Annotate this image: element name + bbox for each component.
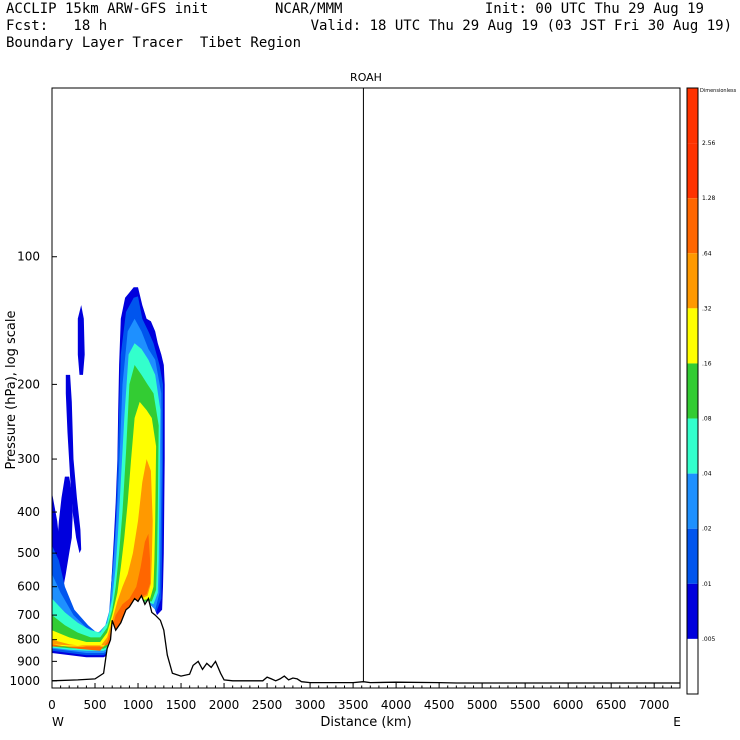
y-tick-label-100: 100 [17,250,40,264]
colorbar-top-swatch [687,88,698,144]
colorbar-swatch-9 [687,638,698,694]
x-tick-label-5000: 5000 [467,698,498,712]
colorbar-title: Dimensionless [700,88,737,94]
tracer-contour-2 [65,374,82,554]
colorbar-frame [686,87,699,695]
terrain-fill [52,595,680,688]
x-tick-label-4500: 4500 [424,698,455,712]
colorbar-label-9: .005 [702,636,716,643]
tracer-field [52,287,165,658]
tracer-contour-1 [77,305,85,375]
y-tick-label-200: 200 [17,377,40,391]
x-tick-label-1000: 1000 [123,698,154,712]
colorbar-label-5: .08 [702,416,712,423]
y-tick-label-1000: 1000 [9,674,40,688]
x-tick-label-6500: 6500 [596,698,627,712]
x-tick-label-7000: 7000 [639,698,670,712]
colorbar-label-4: .16 [702,360,712,367]
x-tick-label-2500: 2500 [252,698,283,712]
x-tick-label-5500: 5500 [510,698,541,712]
x-end-label-east: E [673,715,681,729]
colorbar-label-8: .01 [702,581,712,588]
colorbar-swatch-3 [687,308,698,364]
y-tick-label-300: 300 [17,452,40,466]
y-axis: 100 200 300 400 500 600 700 800 900 1000 [9,250,57,688]
header-line1-center: NCAR/MMM [275,1,343,17]
colorbar-swatch-4 [687,363,698,419]
colorbar-swatch-0 [687,143,698,199]
header-line2-right: Valid: 18 UTC Thu 29 Aug 19 (03 JST Fri … [310,18,732,34]
x-tick-label-3000: 3000 [295,698,326,712]
x-tick-label-500: 500 [84,698,107,712]
terrain [52,594,680,688]
tracer-contour-9 [52,459,153,647]
x-tick-label-0: 0 [48,698,56,712]
y-tick-label-900: 900 [17,654,40,668]
colorbar-swatch-6 [687,473,698,529]
header-line2-left: Fcst: 18 h [6,18,108,34]
x-tick-label-2000: 2000 [209,698,240,712]
x-tick-label-4000: 4000 [381,698,412,712]
y-tick-label-700: 700 [17,608,40,622]
colorbar-swatch-2 [687,253,698,309]
header-line1-right: Init: 00 UTC Thu 29 Aug 19 [484,1,704,17]
x-tick-label-6000: 6000 [553,698,584,712]
header-line3-left: Boundary Layer Tracer Tibet Region [6,35,302,51]
y-axis-label: Pressure (hPa), log scale [4,311,19,470]
y-tick-label-600: 600 [17,580,40,594]
header-line1-left: ACCLIP 15km ARW-GFS init [6,1,209,17]
terrain-line [52,594,680,684]
chart-title: ROAH [350,71,382,84]
x-tick-label-1500: 1500 [166,698,197,712]
colorbar-swatch-8 [687,583,698,639]
colorbar-label-7: .02 [702,526,712,533]
colorbar-label-2: .64 [702,250,712,257]
y-tick-label-400: 400 [17,505,40,519]
colorbar-swatch-5 [687,418,698,474]
colorbar: Dimensionless 2.56 1.28 .64 .32 .16 .08 .04 .02.… [686,87,737,695]
x-axis: 0 500 1000 1500 2000 2500 3000 3500 4000 4500 5000… [48,683,672,712]
colorbar-label-6: .04 [702,471,712,478]
x-axis-label: Distance (km) [320,715,411,730]
y-tick-label-800: 800 [17,633,40,647]
y-tick-label-500: 500 [17,546,40,560]
colorbar-label-0: 2.56 [702,140,716,147]
plot-frame [51,87,681,689]
colorbar-label-1: 1.28 [702,195,716,202]
x-end-label-west: W [52,715,64,729]
x-tick-label-3500: 3500 [338,698,369,712]
colorbar-label-3: .32 [702,305,712,312]
colorbar-swatch-7 [687,528,698,584]
colorbar-swatch-1 [687,198,698,254]
